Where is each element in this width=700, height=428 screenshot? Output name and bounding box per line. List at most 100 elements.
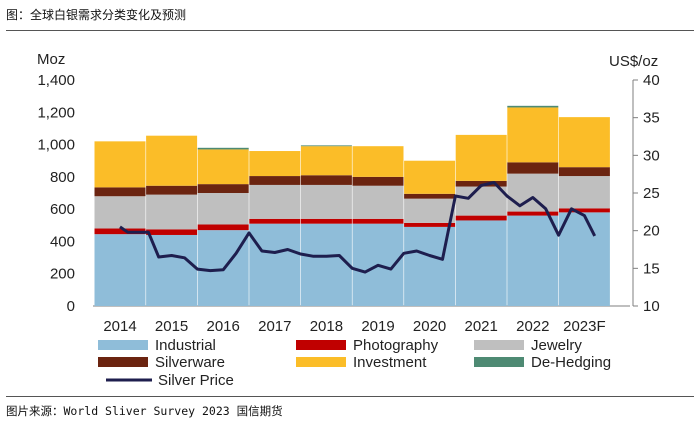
bar-industrial [558, 212, 610, 306]
x-tick-label: 2020 [413, 318, 446, 335]
legend-label-silver-price: Silver Price [158, 372, 234, 389]
bar-jewelry [300, 184, 352, 219]
figure-title: 图：全球白银需求分类变化及预测 [6, 8, 187, 22]
bar-photography [197, 224, 249, 231]
bar-investment [352, 146, 404, 177]
bar-silverware [249, 176, 301, 185]
bar-investment [558, 117, 610, 168]
bar-silverware [404, 193, 456, 199]
bar-jewelry [249, 184, 301, 219]
bar-silverware [300, 175, 352, 185]
bar-jewelry [197, 193, 249, 225]
bar-silverware [94, 187, 146, 197]
left-axis-unit: Moz [37, 51, 65, 68]
legend-swatch-silverware [98, 357, 148, 367]
bar-silverware [146, 185, 198, 195]
bar-jewelry [404, 198, 456, 223]
legend-label-silverware: Silverware [155, 354, 225, 371]
legend-label-photography: Photography [353, 337, 439, 354]
bar-photography [507, 211, 559, 216]
bar-de-hedging [197, 147, 249, 150]
x-tick-label: 2016 [207, 318, 240, 335]
legend-swatch-de-hedging [474, 357, 524, 367]
bar-investment [146, 135, 198, 186]
left-tick-label: 600 [50, 201, 75, 218]
right-tick-label: 25 [643, 185, 660, 202]
left-tick-label: 0 [67, 298, 75, 315]
bar-industrial [300, 223, 352, 306]
bar-jewelry [94, 196, 146, 229]
right-axis-unit: US$/oz [609, 53, 658, 70]
bar-photography [146, 229, 198, 235]
bar-industrial [507, 215, 559, 306]
left-tick-label: 200 [50, 266, 75, 283]
x-tick-label: 2023F [563, 318, 606, 335]
right-tick-label: 35 [643, 110, 660, 127]
bar-de-hedging [300, 145, 352, 147]
bar-jewelry [558, 176, 610, 209]
left-axis: 0 200 400 600 800 1,000 1,200 1,400 [37, 72, 75, 315]
x-tick-label: 2018 [310, 318, 343, 335]
legend-swatch-jewelry [474, 340, 524, 350]
right-tick-label: 15 [643, 260, 660, 277]
right-tick-label: 40 [643, 72, 660, 89]
x-tick-label: 2021 [465, 318, 498, 335]
x-axis: 2014 2015 2016 2017 2018 2019 2020 2021 2022 2023… [103, 318, 605, 335]
legend-swatch-photography [296, 340, 346, 350]
bars [94, 105, 610, 306]
bar-photography [94, 228, 146, 235]
bottom-divider [6, 396, 694, 397]
x-tick-label: 2015 [155, 318, 188, 335]
bar-industrial [249, 223, 301, 306]
bar-industrial [94, 234, 146, 306]
bar-investment [507, 107, 559, 163]
source-note: 图片来源：World Sliver Survey 2023 国信期货 [6, 404, 283, 418]
bar-investment [94, 141, 146, 188]
legend-label-investment: Investment [353, 354, 427, 371]
right-tick-label: 10 [643, 298, 660, 315]
bar-silverware [558, 167, 610, 177]
bar-investment [249, 151, 301, 177]
bar-jewelry [455, 186, 507, 216]
left-tick-label: 1,200 [37, 104, 75, 121]
x-tick-label: 2019 [361, 318, 394, 335]
bar-photography [404, 222, 456, 227]
left-tick-label: 800 [50, 169, 75, 186]
x-tick-label: 2022 [516, 318, 549, 335]
legend-swatch-industrial [98, 340, 148, 350]
bar-photography [455, 215, 507, 221]
x-tick-label: 2017 [258, 318, 291, 335]
bar-de-hedging [507, 105, 559, 108]
bar-photography [558, 208, 610, 213]
bar-photography [249, 218, 301, 224]
right-axis: 10 15 20 25 30 35 40 [632, 72, 660, 315]
right-tick-label: 30 [643, 147, 660, 164]
legend-label-de-hedging: De-Hedging [531, 354, 611, 371]
bar-investment [300, 146, 352, 176]
bar-silverware [455, 180, 507, 187]
left-tick-label: 1,400 [37, 72, 75, 89]
bar-jewelry [146, 194, 198, 230]
bar-jewelry [507, 173, 559, 212]
bar-silverware [352, 176, 404, 186]
left-tick-label: 1,000 [37, 137, 75, 154]
silver-price-line [119, 181, 597, 274]
bar-silverware [197, 184, 249, 193]
bar-investment [455, 134, 507, 181]
bar-photography [300, 218, 352, 224]
left-tick-label: 400 [50, 233, 75, 250]
legend: Industrial Photography Jewelry Silverware In… [98, 337, 611, 389]
bar-investment [197, 149, 249, 185]
bar-jewelry [352, 185, 404, 219]
bar-photography [352, 218, 404, 224]
top-divider [6, 30, 694, 31]
legend-swatch-investment [296, 357, 346, 367]
legend-label-industrial: Industrial [155, 337, 216, 354]
bar-silverware [507, 162, 559, 174]
x-tick-label: 2014 [103, 318, 136, 335]
bar-investment [404, 160, 456, 194]
right-tick-label: 20 [643, 223, 660, 240]
legend-label-jewelry: Jewelry [531, 337, 582, 354]
bar-industrial [455, 220, 507, 306]
